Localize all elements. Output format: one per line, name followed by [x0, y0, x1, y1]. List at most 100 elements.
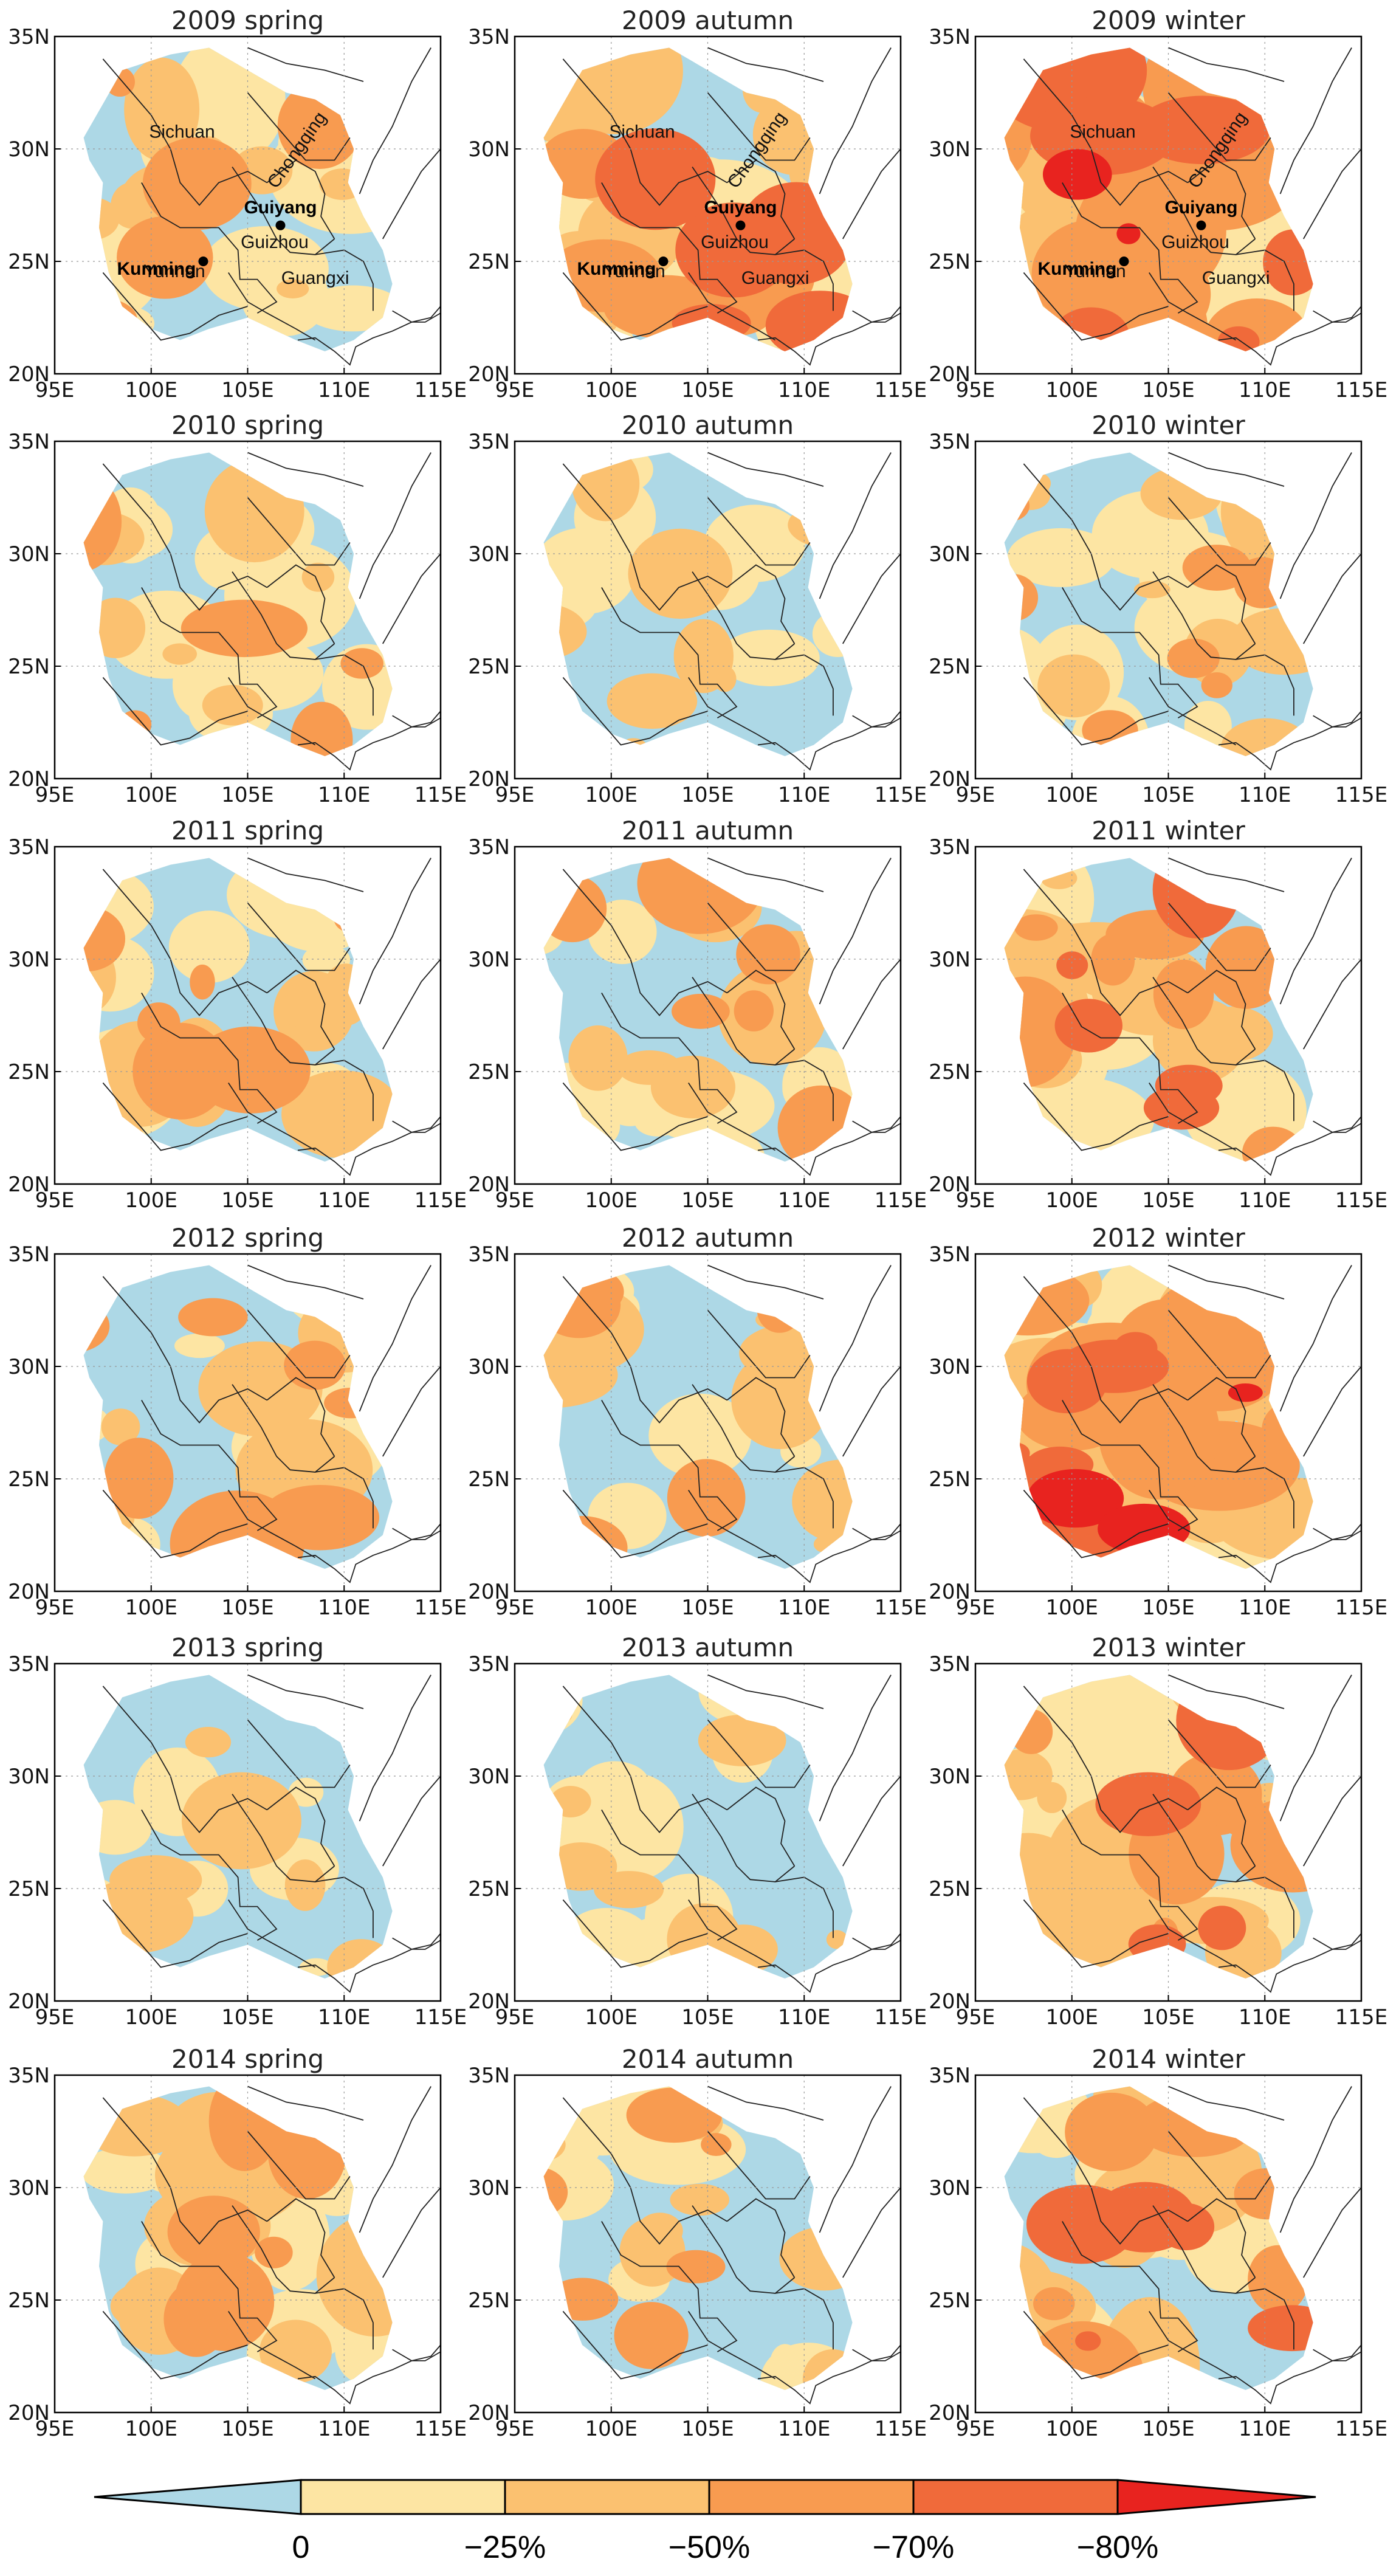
anomaly-patch — [543, 1341, 618, 1408]
lon-tick-label: 110E — [1239, 2005, 1291, 2030]
anomaly-patch — [1205, 926, 1287, 1009]
lat-tick-label: 30N — [8, 1765, 50, 1789]
anomaly-patch — [1198, 1906, 1246, 1951]
city-marker — [1119, 257, 1129, 266]
lon-tick-label: 95E — [35, 2417, 75, 2441]
lon-tick-label: 100E — [585, 378, 638, 402]
lon-tick-label: 100E — [125, 2005, 177, 2030]
lon-tick-label: 105E — [681, 783, 734, 807]
lon-tick-label: 100E — [585, 1188, 638, 1213]
lon-tick-label: 100E — [1046, 378, 1098, 402]
anomaly-patch — [1026, 1469, 1124, 1528]
anomaly-patch — [595, 128, 716, 230]
anomaly-patch — [675, 202, 792, 298]
lat-tick-label: 25N — [8, 1060, 50, 1084]
lon-tick-label: 105E — [221, 1188, 273, 1213]
anomaly-patch — [132, 1022, 230, 1120]
lon-tick-label: 95E — [35, 1188, 75, 1213]
anomaly-patch — [117, 216, 213, 299]
anomaly-patch — [546, 47, 683, 134]
lat-tick-label: 20N — [468, 767, 510, 791]
lon-tick-label: 105E — [1142, 2005, 1194, 2030]
lon-tick-label: 95E — [956, 783, 995, 807]
lat-tick-label: 30N — [8, 948, 50, 972]
lat-tick-label: 35N — [929, 25, 971, 49]
lon-tick-label: 100E — [125, 2417, 177, 2441]
panel-title: 2009 winter — [1091, 5, 1245, 35]
anomaly-patch — [671, 993, 730, 1029]
lat-tick-label: 35N — [8, 1652, 50, 1676]
lat-tick-label: 35N — [929, 1652, 971, 1676]
coastline — [297, 717, 441, 771]
lon-tick-label: 100E — [1046, 1188, 1098, 1213]
lon-tick-label: 100E — [585, 1596, 638, 1620]
lon-tick-label: 95E — [956, 1596, 995, 1620]
lat-tick-label: 30N — [8, 542, 50, 567]
anomaly-patch — [1037, 654, 1110, 718]
lon-tick-label: 110E — [1239, 378, 1291, 402]
lon-tick-label: 115E — [875, 378, 927, 402]
anomaly-field — [1004, 1265, 1313, 1569]
coastline — [297, 1530, 441, 1583]
anomaly-patch — [543, 603, 587, 660]
lat-tick-label: 30N — [8, 1355, 50, 1379]
lon-tick-label: 115E — [875, 783, 927, 807]
province-label: Guangxi — [1202, 268, 1270, 288]
anomaly-patch — [104, 1438, 174, 1519]
lat-tick-label: 20N — [468, 1580, 510, 1604]
coastline — [757, 1123, 901, 1176]
lon-tick-label: 100E — [125, 1596, 177, 1620]
lat-tick-label: 35N — [468, 430, 510, 454]
anomaly-patch — [142, 137, 252, 230]
lat-tick-label: 30N — [929, 1765, 971, 1789]
lat-tick-label: 35N — [8, 835, 50, 859]
anomaly-patch — [1167, 638, 1220, 678]
lon-tick-label: 95E — [35, 2005, 75, 2030]
anomaly-patch — [650, 1055, 736, 1118]
lon-tick-label: 115E — [414, 378, 467, 402]
coastline — [757, 1940, 901, 1993]
lon-tick-label: 95E — [35, 1596, 75, 1620]
colorbar-label: −80% — [1077, 2530, 1158, 2565]
lon-tick-label: 110E — [778, 1596, 830, 1620]
panel-title: 2011 autumn — [622, 816, 794, 845]
anomaly-patch — [1135, 95, 1270, 165]
lat-tick-label: 25N — [468, 250, 510, 274]
lon-tick-label: 95E — [956, 1188, 995, 1213]
lon-tick-label: 100E — [1046, 2417, 1098, 2441]
lon-tick-label: 95E — [495, 2417, 535, 2441]
lat-tick-label: 20N — [8, 362, 50, 387]
lon-tick-label: 105E — [1142, 1596, 1194, 1620]
lat-tick-label: 25N — [8, 2288, 50, 2313]
anomaly-patch — [792, 1459, 853, 1543]
province-borders — [562, 857, 901, 1176]
province-borders — [562, 1674, 901, 1993]
coastline — [757, 312, 901, 366]
lon-tick-label: 100E — [1046, 2005, 1098, 2030]
city-marker — [735, 220, 746, 230]
coastline — [297, 1940, 441, 1993]
province-label: Guangxi — [281, 268, 349, 288]
anomaly-field — [543, 1675, 853, 1978]
lat-tick-label: 35N — [468, 1652, 510, 1676]
anomaly-patch — [101, 1408, 140, 1445]
colorbar-label: −25% — [464, 2530, 546, 2565]
anomaly-patch — [594, 1871, 664, 1909]
lon-tick-label: 110E — [778, 783, 830, 807]
colorbar-label: 0 — [292, 2530, 310, 2565]
anomaly-patch — [1158, 2203, 1215, 2251]
anomaly-patch — [168, 910, 250, 983]
province-label: Sichuan — [149, 122, 215, 142]
lat-tick-label: 20N — [8, 1989, 50, 2014]
coastline — [757, 717, 901, 771]
lon-tick-label: 115E — [1335, 2005, 1387, 2030]
panel-title: 2009 spring — [171, 5, 324, 35]
lat-tick-label: 30N — [468, 1765, 510, 1789]
province-label: Guangxi — [741, 268, 809, 288]
anomaly-patch — [284, 1859, 326, 1911]
lat-tick-label: 20N — [468, 2401, 510, 2425]
lat-tick-label: 20N — [929, 767, 971, 791]
coastline — [1218, 2351, 1362, 2405]
